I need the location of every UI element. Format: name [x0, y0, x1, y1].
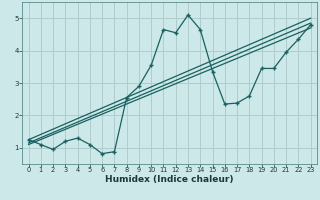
X-axis label: Humidex (Indice chaleur): Humidex (Indice chaleur): [105, 175, 234, 184]
